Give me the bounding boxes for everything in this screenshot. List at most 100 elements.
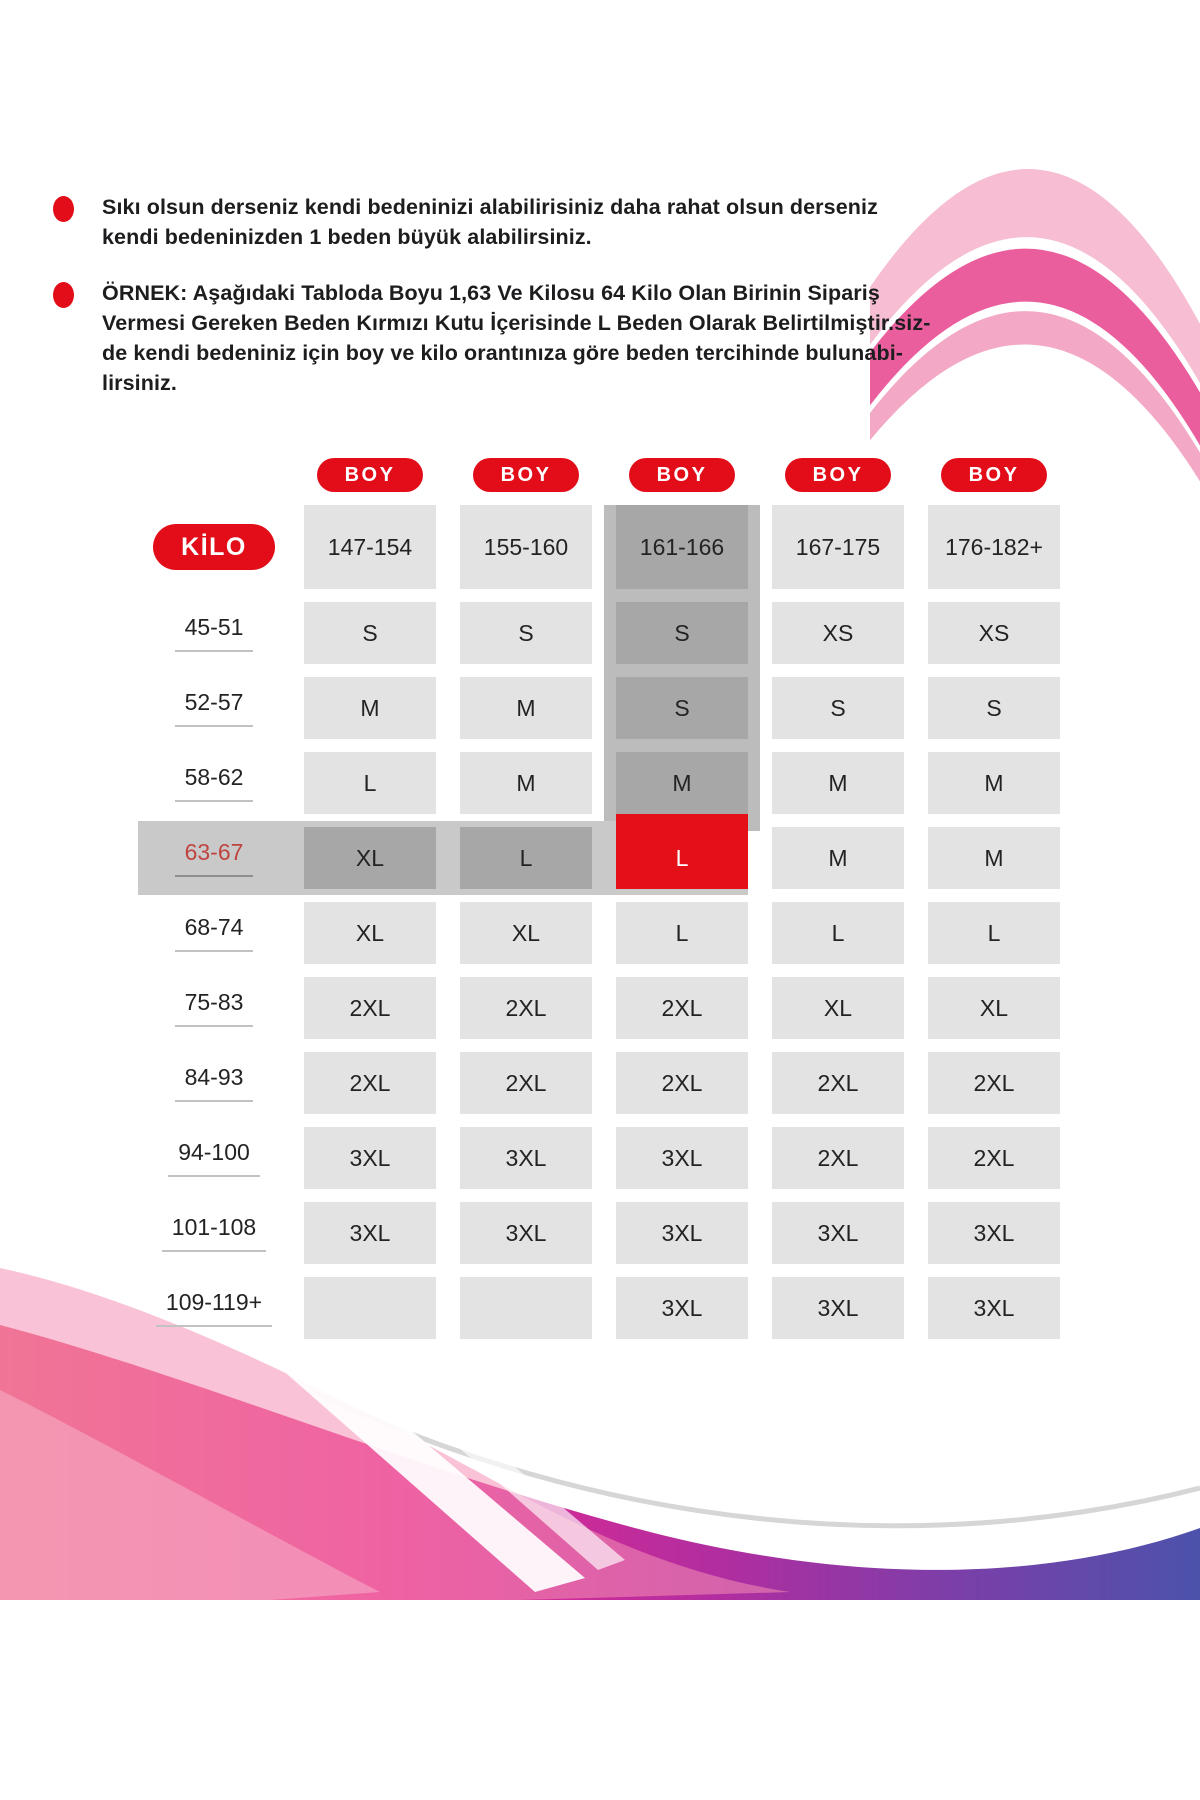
size-cell: XS	[772, 602, 904, 664]
size-cell: 3XL	[616, 1277, 748, 1339]
size-cell: S	[304, 602, 436, 664]
weight-label-text: 68-74	[174, 914, 254, 952]
size-cell: S	[928, 677, 1060, 739]
size-cell: M	[304, 677, 436, 739]
height-header-cell: 176-182+	[928, 505, 1060, 589]
height-header-cell: 155-160	[460, 505, 592, 589]
kilo-pill: KİLO	[153, 524, 275, 570]
weight-label: 75-83	[148, 977, 280, 1039]
weight-label: 109-119+	[148, 1277, 280, 1339]
size-cell: 2XL	[928, 1052, 1060, 1114]
size-cell: M	[460, 677, 592, 739]
swoosh-light-stripe	[0, 1390, 380, 1600]
top-right-swoosh-decoration	[870, 169, 1200, 482]
size-grid: BOY BOY BOY BOY BOY KİLO 147-154 155-160 161-166…	[148, 452, 1060, 1339]
size-cell: S	[460, 602, 592, 664]
size-cell	[304, 1277, 436, 1339]
weight-label: 84-93	[148, 1052, 280, 1114]
bottom-left-swoosh-decoration	[0, 1268, 1200, 1600]
boy-pill: BOY	[785, 458, 891, 492]
weight-label: 63-67	[148, 827, 280, 889]
weight-label-text: 94-100	[168, 1139, 260, 1177]
size-cell: XL	[772, 977, 904, 1039]
size-cell: M	[460, 752, 592, 814]
boy-pill: BOY	[941, 458, 1047, 492]
white-slash-2	[268, 1273, 625, 1570]
size-cell: 3XL	[460, 1127, 592, 1189]
size-cell: 3XL	[928, 1277, 1060, 1339]
bullet-text: ÖRNEK: Aşağıdaki Tabloda Boyu 1,63 Ve Ki…	[102, 281, 931, 395]
weight-label-text: 84-93	[174, 1064, 254, 1102]
boy-pill: BOY	[629, 458, 735, 492]
boy-pill: BOY	[473, 458, 579, 492]
boy-pill-slot: BOY	[460, 452, 592, 492]
size-cell: L	[304, 752, 436, 814]
size-cell: 3XL	[304, 1202, 436, 1264]
size-cell: S	[616, 602, 748, 664]
weight-label-text: 45-51	[174, 614, 254, 652]
bullet-item: Sıkı olsun derseniz kendi bedeninizi ala…	[53, 192, 1112, 252]
weight-label-text: 101-108	[161, 1214, 267, 1252]
weight-label: 101-108	[148, 1202, 280, 1264]
weight-label: 68-74	[148, 902, 280, 964]
weight-label: 52-57	[148, 677, 280, 739]
size-cell: 2XL	[304, 977, 436, 1039]
height-header-cell: 147-154	[304, 505, 436, 589]
size-cell: XL	[304, 902, 436, 964]
size-cell: M	[772, 827, 904, 889]
size-cell: 2XL	[616, 1052, 748, 1114]
size-cell: 3XL	[616, 1202, 748, 1264]
weight-label-text: 52-57	[174, 689, 254, 727]
size-cell: 3XL	[616, 1127, 748, 1189]
size-table: BOY BOY BOY BOY BOY KİLO 147-154 155-160 161-166…	[138, 452, 1060, 1352]
size-cell: L	[772, 902, 904, 964]
weight-label-text: 63-67	[174, 839, 254, 877]
ribbon-pale-2	[870, 311, 1200, 482]
size-cell: 3XL	[928, 1202, 1060, 1264]
table-corner-spacer	[148, 452, 280, 492]
size-cell: 2XL	[460, 1052, 592, 1114]
boy-pill-slot: BOY	[772, 452, 904, 492]
size-cell: 2XL	[616, 977, 748, 1039]
size-cell: XL	[928, 977, 1060, 1039]
size-cell: M	[928, 752, 1060, 814]
size-cell: XS	[928, 602, 1060, 664]
size-cell: 2XL	[772, 1052, 904, 1114]
size-cell: S	[616, 677, 748, 739]
boy-pill: BOY	[317, 458, 423, 492]
size-cell: 3XL	[304, 1127, 436, 1189]
height-header-cell: 167-175	[772, 505, 904, 589]
size-cell: 3XL	[460, 1202, 592, 1264]
ribbon-vivid	[870, 248, 1200, 446]
size-cell: L	[460, 827, 592, 889]
selected-size-cell: L	[616, 814, 748, 889]
size-cell	[460, 1277, 592, 1339]
boy-pill-slot: BOY	[616, 452, 748, 492]
ribbon-pale-1	[870, 169, 1200, 384]
size-cell: L	[928, 902, 1060, 964]
weight-label-text: 75-83	[174, 989, 254, 1027]
weight-label-text: 109-119+	[155, 1289, 273, 1327]
bullet-item: ÖRNEK: Aşağıdaki Tabloda Boyu 1,63 Ve Ki…	[53, 278, 1112, 398]
boy-pill-slot: BOY	[928, 452, 1060, 492]
weight-label-text: 58-62	[174, 764, 254, 802]
bullet-text: Sıkı olsun derseniz kendi bedeninizi ala…	[102, 195, 878, 249]
size-cell: 3XL	[772, 1202, 904, 1264]
boy-pill-slot: BOY	[304, 452, 436, 492]
weight-label: 94-100	[148, 1127, 280, 1189]
size-cell: 3XL	[772, 1277, 904, 1339]
size-cell: 2XL	[928, 1127, 1060, 1189]
size-cell: 2XL	[460, 977, 592, 1039]
size-cell: M	[772, 752, 904, 814]
bullet-dot	[53, 196, 74, 222]
size-cell: XL	[460, 902, 592, 964]
size-cell: 2XL	[304, 1052, 436, 1114]
silver-curve	[308, 1387, 1200, 1529]
size-cell: L	[616, 902, 748, 964]
kilo-pill-slot: KİLO	[148, 505, 280, 589]
size-cell: M	[616, 752, 748, 814]
size-cell: 2XL	[772, 1127, 904, 1189]
bullet-dot	[53, 282, 74, 308]
size-cell: XL	[304, 827, 436, 889]
